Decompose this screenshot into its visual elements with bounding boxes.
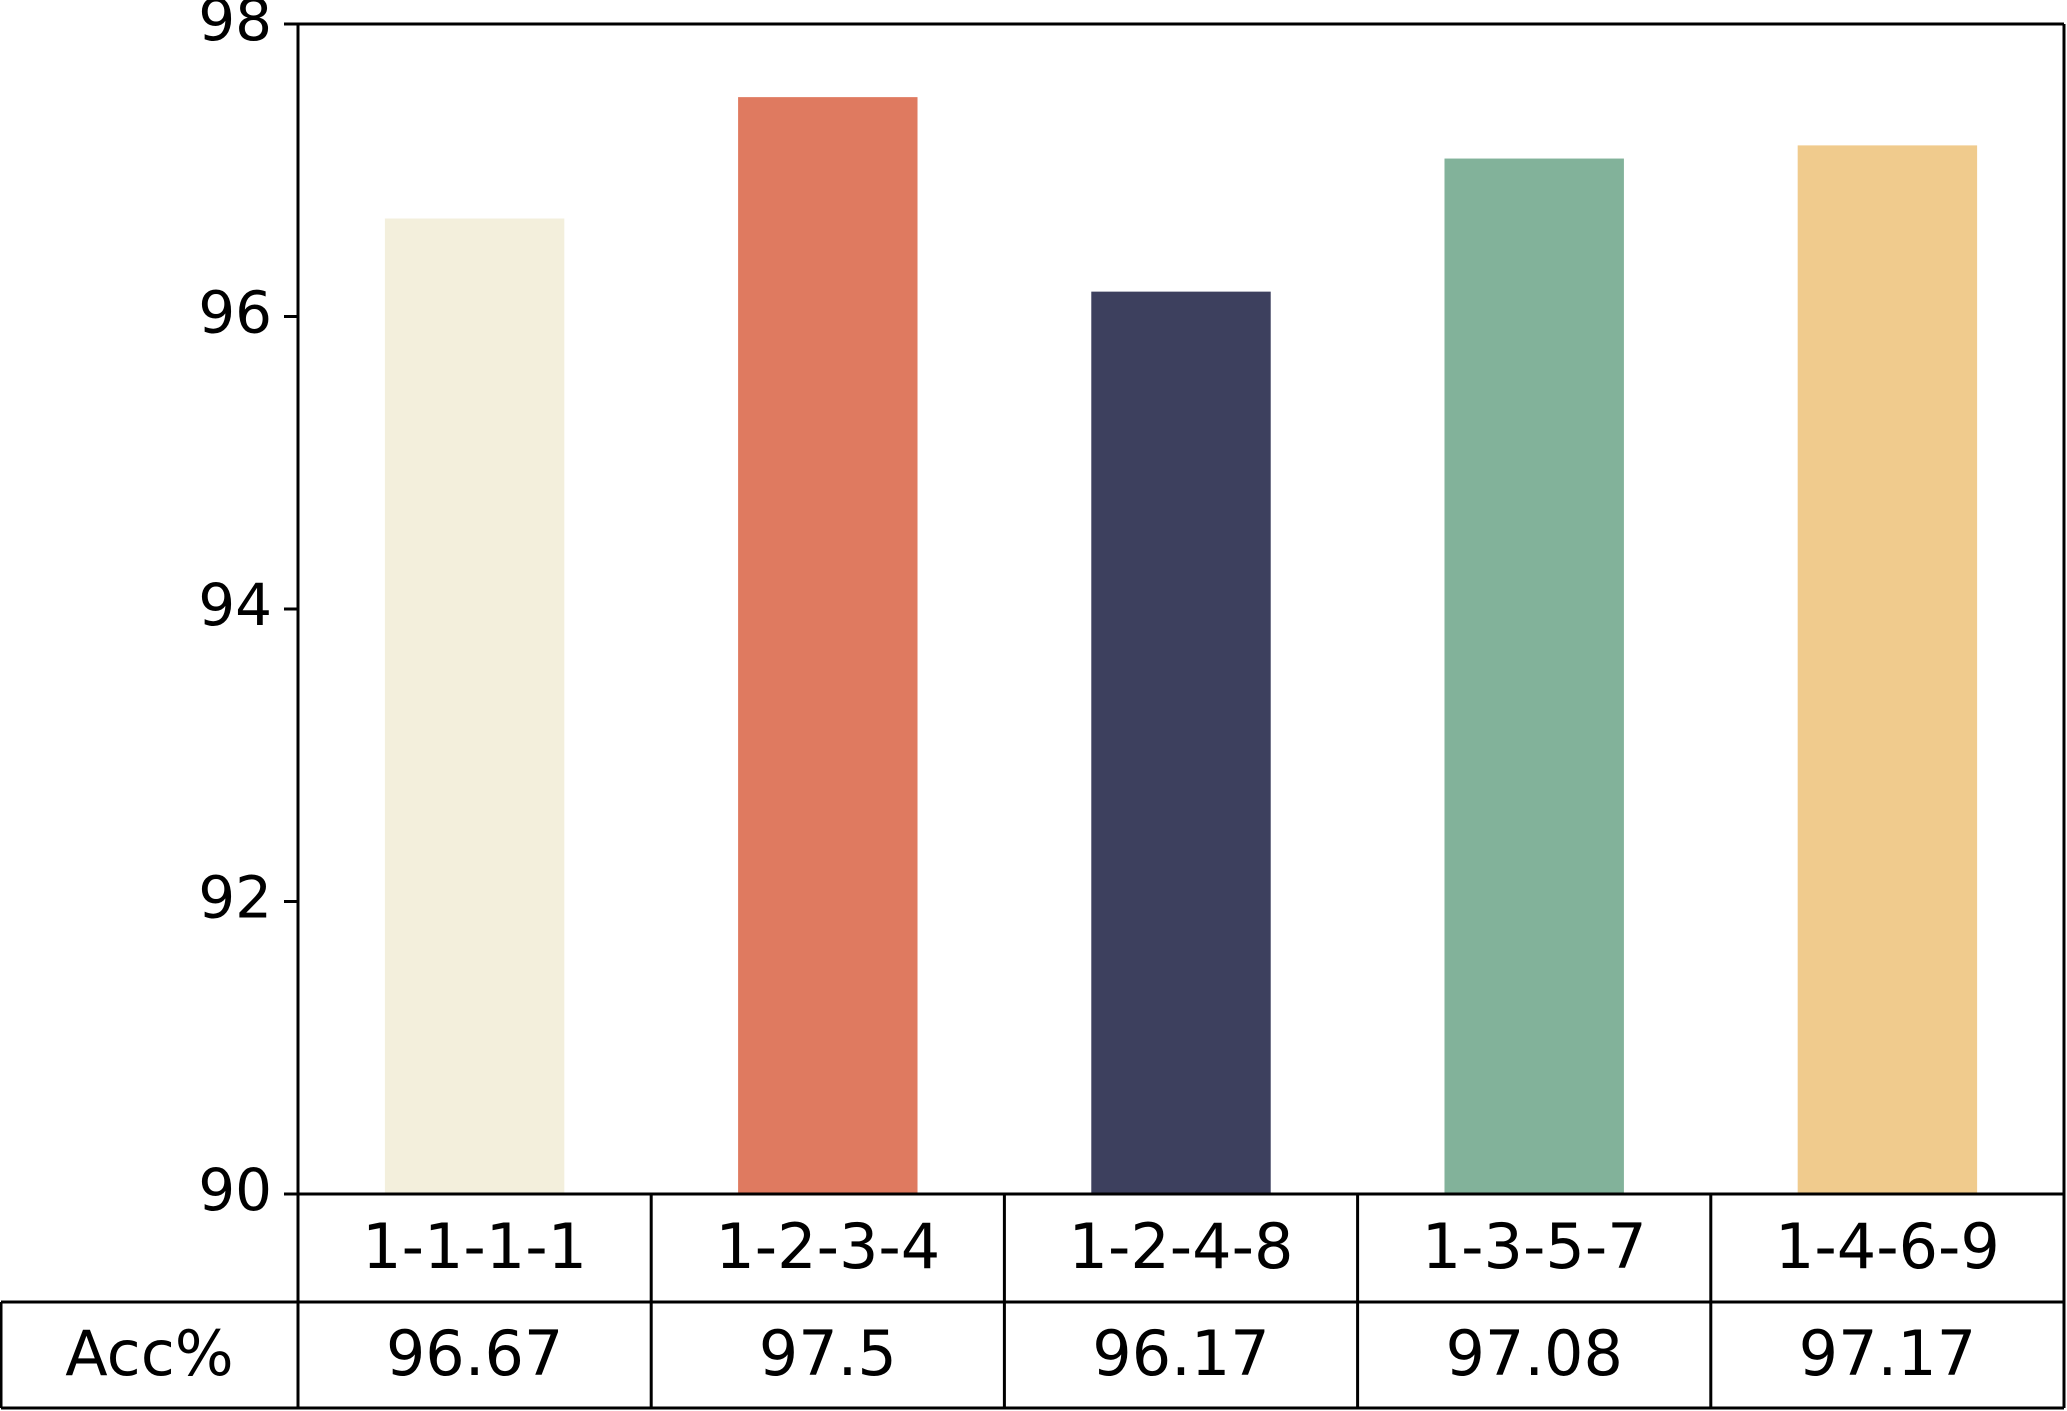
bar: [738, 97, 918, 1194]
x-tick-label: 1-2-3-4: [715, 1210, 940, 1283]
table-value: 97.17: [1799, 1317, 1977, 1390]
bar: [384, 218, 565, 1194]
x-tick-label: 1-4-6-9: [1775, 1210, 2000, 1283]
table-value: 96.17: [1092, 1317, 1270, 1390]
x-tick-label: 1-3-5-7: [1422, 1210, 1647, 1283]
bar: [1797, 145, 1978, 1195]
y-tick-label: 96: [198, 279, 272, 347]
bar: [1444, 158, 1624, 1194]
y-tick-label: 90: [198, 1156, 272, 1224]
y-tick-label: 98: [198, 0, 272, 54]
table-value: 97.5: [759, 1317, 897, 1390]
table-value: 97.08: [1445, 1317, 1623, 1390]
y-tick-label: 94: [198, 571, 272, 639]
table-value: 96.67: [386, 1317, 564, 1390]
x-tick-label: 1-2-4-8: [1069, 1210, 1294, 1283]
y-tick-label: 92: [198, 864, 272, 932]
x-tick-label: 1-1-1-1: [362, 1210, 587, 1283]
bar: [1091, 291, 1271, 1194]
row-label: Acc%: [65, 1317, 233, 1390]
